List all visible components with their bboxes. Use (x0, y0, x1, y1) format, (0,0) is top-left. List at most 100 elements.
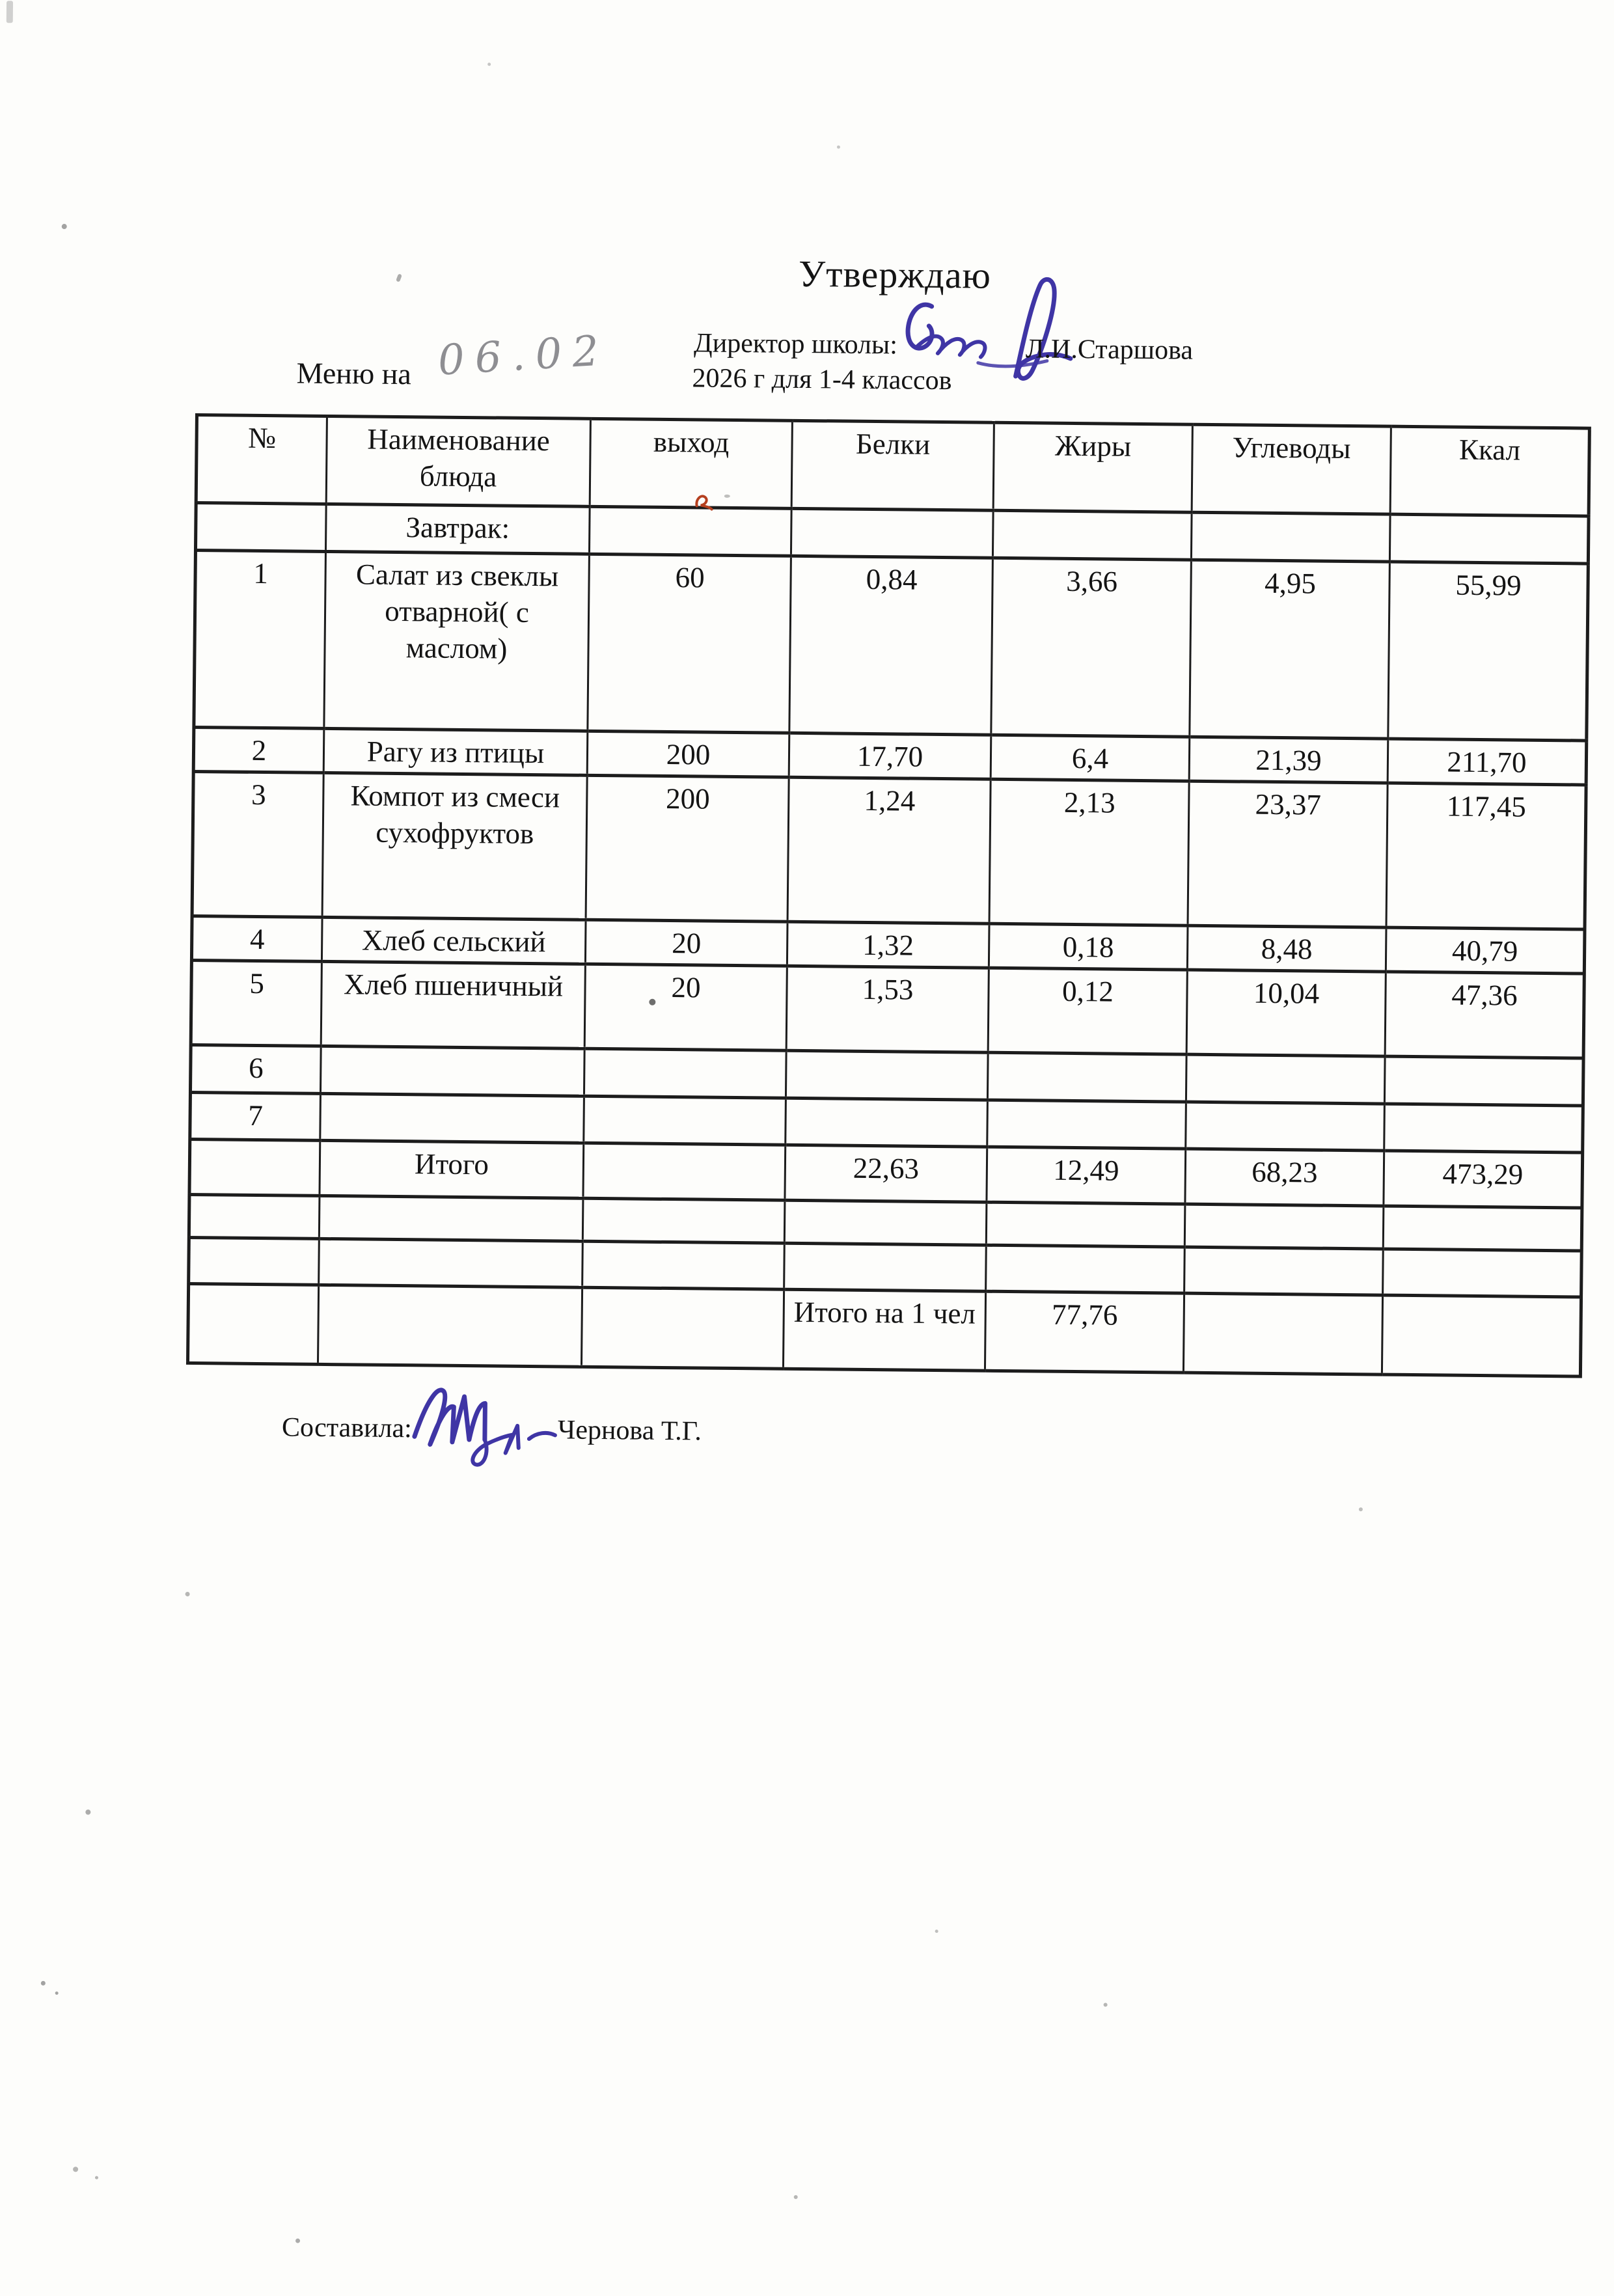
director-label: Директор школы: (693, 328, 898, 361)
col-header-kcal: Ккал (1390, 426, 1590, 517)
menu-table: № Наименование блюда выход Белки Жиры Уг… (185, 413, 1591, 1378)
col-header-carbs: Углеводы (1192, 424, 1391, 515)
row-num: 5 (191, 960, 322, 1046)
dish-protein: 1,24 (787, 777, 991, 924)
dish-carbs (1185, 1101, 1385, 1151)
menu-label: Меню на (296, 356, 412, 391)
scan-speck (94, 2176, 98, 2180)
scan-speck (1103, 2002, 1108, 2007)
table-cell (985, 1244, 1185, 1293)
dish-protein: 17,70 (789, 733, 991, 780)
table-cell (187, 1283, 319, 1364)
scan-speck (73, 2166, 79, 2172)
per-person-label: Итого на 1 чел (783, 1289, 986, 1371)
dish-kcal: 211,70 (1388, 739, 1587, 785)
table-cell (589, 506, 792, 556)
dish-fat: 2,13 (989, 779, 1190, 925)
table-row: 5 Хлеб пшеничный 20 1,53 0,12 10,04 47,3… (191, 960, 1585, 1058)
dish-protein (786, 1050, 989, 1100)
scan-speck (836, 145, 840, 149)
dish-carbs: 21,39 (1189, 737, 1388, 783)
row-num: 7 (189, 1092, 321, 1140)
table-cell (986, 1201, 1185, 1247)
director-name: Л.И.Старшова (1025, 334, 1194, 366)
scan-speck (40, 1980, 46, 1986)
col-header-protein: Белки (791, 420, 994, 511)
dish-name: Хлеб сельский (321, 917, 586, 964)
table-cell (791, 508, 994, 558)
table-cell (1183, 1292, 1383, 1374)
dish-out: 20 (585, 920, 788, 966)
section-label: Завтрак: (325, 504, 590, 554)
row-num: 2 (193, 727, 324, 773)
table-cell (581, 1287, 784, 1369)
table-cell (1184, 1246, 1384, 1295)
table-cell (1184, 1203, 1384, 1249)
scan-speck (1358, 1507, 1363, 1512)
total-kcal: 473,29 (1383, 1150, 1583, 1208)
scan-speck (649, 998, 656, 1005)
table-cell (582, 1240, 785, 1289)
row-num: 3 (192, 771, 324, 918)
dish-carbs: 23,37 (1188, 780, 1388, 927)
scan-speck (793, 2194, 798, 2200)
red-ink-artifact (695, 495, 713, 511)
scan-speck (295, 2238, 301, 2243)
col-header-dish: Наименование блюда (326, 416, 591, 507)
dish-name: Рагу из птицы (323, 728, 588, 776)
handwritten-date: 06.02 (436, 326, 611, 385)
scan-smudge (6, 1, 14, 23)
per-person-value: 77,76 (985, 1291, 1184, 1373)
dish-fat (987, 1099, 1186, 1149)
dish-fat: 3,66 (991, 558, 1192, 737)
table-cell (992, 510, 1192, 560)
col-header-fat: Жиры (993, 422, 1193, 513)
dish-carbs (1186, 1054, 1386, 1104)
scan-speck (85, 1809, 91, 1815)
dish-out (583, 1095, 786, 1145)
table-cell (318, 1238, 583, 1287)
scan-speck (935, 1930, 938, 1934)
table-cell (784, 1242, 987, 1291)
row-num: 1 (193, 550, 326, 729)
total-protein: 22,63 (784, 1144, 987, 1202)
composed-label: Составила: (281, 1412, 413, 1444)
table-cell (1389, 514, 1589, 564)
dish-fat: 0,18 (989, 923, 1188, 970)
dish-out (584, 1048, 787, 1098)
audience-line: 2026 г для 1-4 классов (692, 363, 952, 396)
dish-protein: 1,53 (786, 965, 989, 1052)
dish-out: 200 (587, 731, 789, 778)
table-header-row: № Наименование блюда выход Белки Жиры Уг… (196, 415, 1590, 517)
dish-kcal: 117,45 (1386, 782, 1587, 929)
dish-protein (785, 1097, 988, 1147)
table-cell (1382, 1294, 1581, 1376)
scan-speck (487, 62, 491, 66)
dish-name: Салат из свеклы отварной( с маслом) (323, 551, 590, 731)
table-cell (582, 1197, 785, 1243)
composer-name: Чернова Т.Г. (557, 1415, 702, 1447)
dish-out: 200 (586, 775, 789, 922)
dish-out: 60 (587, 554, 791, 733)
table-cell (1382, 1248, 1582, 1297)
dish-name (320, 1093, 584, 1143)
table-cell (195, 502, 327, 552)
table-cell (582, 1142, 786, 1200)
table-cell (189, 1194, 320, 1238)
table-row: 3 Компот из смеси сухофруктов 200 1,24 2… (192, 771, 1587, 929)
composer-signature-ink (412, 1387, 557, 1467)
dish-kcal (1384, 1103, 1583, 1153)
dish-name: Компот из смеси сухофруктов (322, 772, 588, 920)
table-cell (784, 1199, 987, 1245)
dish-fat: 6,4 (991, 735, 1190, 781)
dish-name (320, 1045, 585, 1096)
dish-carbs: 4,95 (1189, 560, 1390, 739)
scan-speck (55, 1991, 59, 1995)
table-cell (318, 1284, 582, 1367)
table-cell (189, 1139, 320, 1196)
dish-carbs: 8,48 (1187, 925, 1387, 972)
dish-kcal (1384, 1056, 1584, 1106)
dish-protein: 0,84 (789, 556, 993, 735)
table-row: 1 Салат из свеклы отварной( с маслом) 60… (193, 550, 1589, 741)
